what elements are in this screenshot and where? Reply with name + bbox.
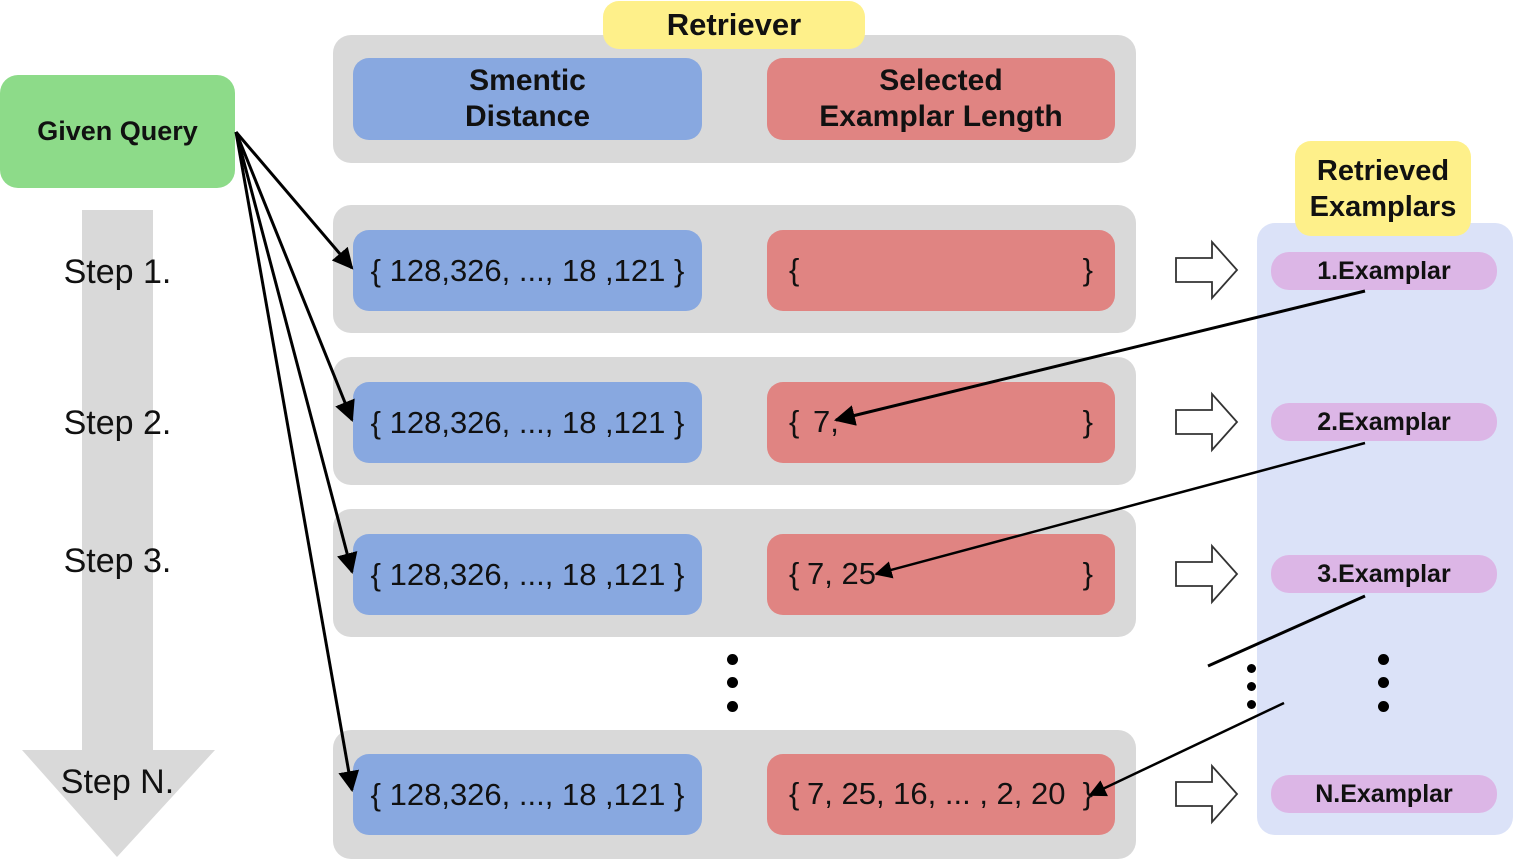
semantic-distance-values: { 128,326, ..., 18 ,121 } [353,230,702,311]
examplar-badge: 2.Examplar [1271,403,1497,441]
brace-open: { [789,556,800,591]
ellipsis-dot [1378,654,1389,665]
ellipsis-dot [1247,700,1256,709]
brace-close: } [1082,252,1093,287]
brace-close: } [1082,776,1093,811]
examplar-badge: N.Examplar [1271,775,1497,813]
ellipsis-dot [1378,677,1389,688]
semantic-distance-header: Smentic Distance [353,58,702,140]
given-query-box: Given Query [0,75,235,188]
ellipsis-dot [727,701,738,712]
brace-open: { [789,252,800,287]
step-label: Step 1. [63,252,172,291]
selected-length-values: { 7, 25, 16, ... , 2, 20 } [767,754,1115,835]
ellipsis-dot [1378,701,1389,712]
examplar-badge: 3.Examplar [1271,555,1497,593]
brace-open: { [789,776,800,811]
ellipsis-dot [1247,682,1256,691]
semantic-distance-values: { 128,326, ..., 18 ,121 } [353,534,702,615]
selected-length-values: { 7, } [767,382,1115,463]
retriever-label: Retriever [603,1,865,49]
ellipsis-dot [1247,664,1256,673]
ellipsis-dot [727,654,738,665]
selected-length-header: Selected Examplar Length [767,58,1115,140]
step-label: Step N. [60,762,175,801]
ellipsis-dot [727,677,738,688]
semantic-distance-values: { 128,326, ..., 18 ,121 } [353,382,702,463]
brace-open: { [789,404,800,439]
retrieved-examplars-label: Retrieved Examplars [1295,141,1471,236]
semantic-distance-values: { 128,326, ..., 18 ,121 } [353,754,702,835]
length-values: 7, [813,404,839,439]
length-values: 7, 25 [807,556,876,591]
selected-length-values: { 7, 25 } [767,534,1115,615]
examplar-badge: 1.Examplar [1271,252,1497,290]
step-label: Step 3. [63,541,172,580]
brace-close: } [1082,404,1093,439]
step-label: Step 2. [63,403,172,442]
brace-close: } [1082,556,1093,591]
selected-length-values: { } [767,230,1115,311]
length-values: 7, 25, 16, ... , 2, 20 [807,776,1066,811]
retrieved-examplars-panel [1257,223,1513,835]
